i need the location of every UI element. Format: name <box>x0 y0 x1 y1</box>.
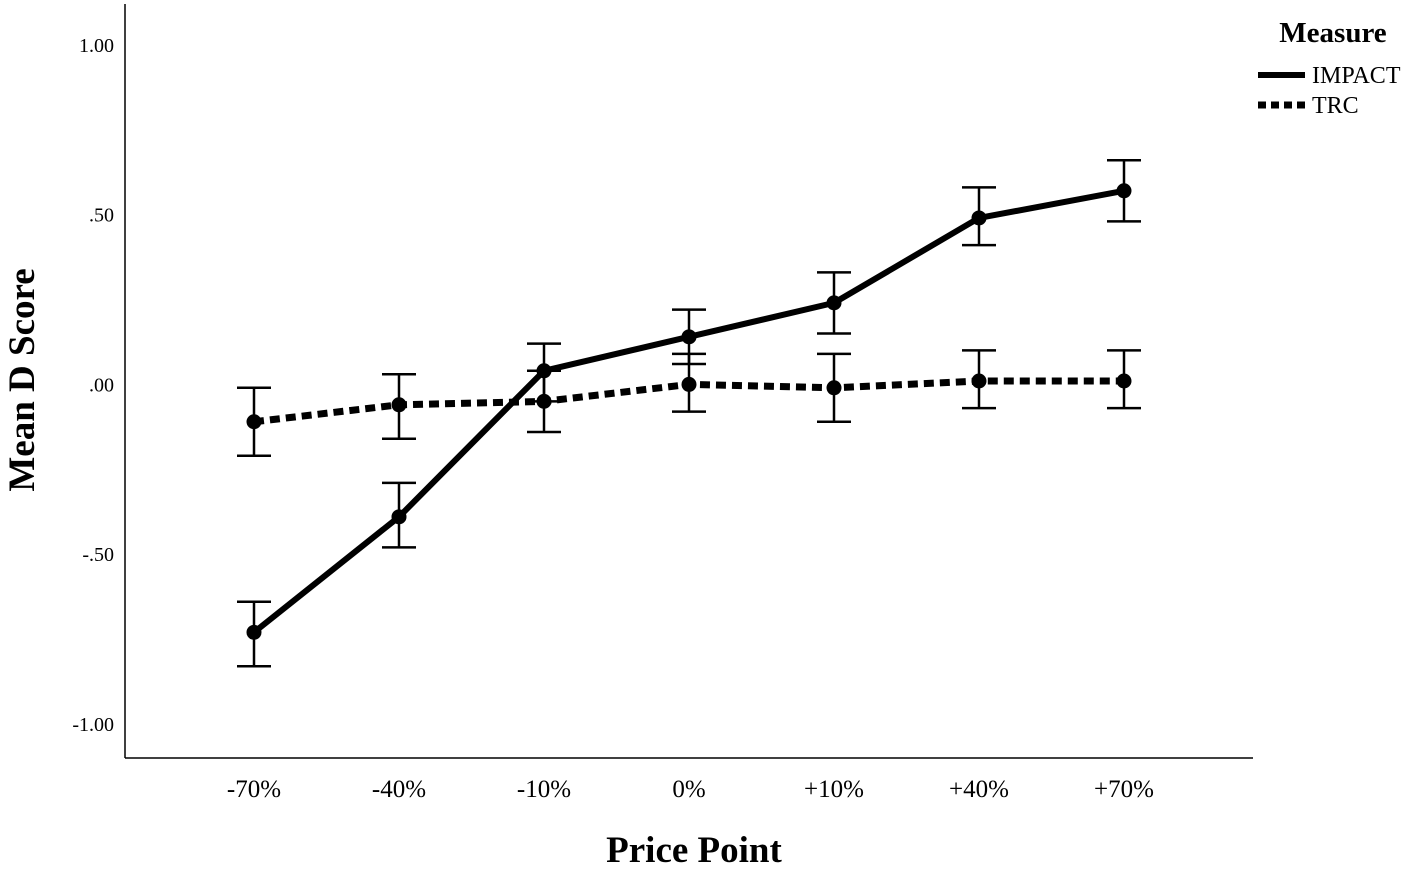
data-point <box>391 509 407 525</box>
y-tick-label: 1.00 <box>79 35 114 57</box>
data-point <box>1116 373 1132 389</box>
x-tick-label: 0% <box>672 776 705 803</box>
x-axis-ticks: -70% -40% -10% 0% +10% +40% +70% <box>227 776 1154 803</box>
data-point <box>536 393 552 409</box>
legend: Measure IMPACT TRC <box>1258 17 1401 119</box>
data-point <box>246 624 262 640</box>
series-layer <box>237 158 1141 668</box>
axes <box>124 4 1253 759</box>
y-tick-label: -.50 <box>82 544 114 566</box>
y-tick-label: .00 <box>89 374 114 396</box>
data-point <box>971 373 987 389</box>
y-axis-ticks: 1.00 .50 .00 -.50 -1.00 <box>72 35 114 736</box>
legend-label: IMPACT <box>1312 63 1401 89</box>
x-tick-label: -10% <box>517 776 571 803</box>
x-tick-label: -70% <box>227 776 281 803</box>
x-tick-label: +10% <box>804 776 864 803</box>
legend-title: Measure <box>1279 17 1387 49</box>
data-point <box>391 397 407 413</box>
data-point <box>246 414 262 430</box>
y-tick-label: .50 <box>89 205 114 227</box>
data-point <box>826 295 842 311</box>
data-point <box>681 376 697 392</box>
y-tick-label: -1.00 <box>72 714 114 736</box>
data-point <box>826 380 842 396</box>
data-point <box>1116 183 1132 199</box>
x-tick-label: +40% <box>949 776 1009 803</box>
legend-label: TRC <box>1312 93 1359 119</box>
y-axis-title: Mean D Score <box>2 268 43 491</box>
data-point <box>971 210 987 226</box>
x-tick-label: +70% <box>1094 776 1154 803</box>
x-axis-title: Price Point <box>606 830 782 871</box>
series-trc <box>237 349 1141 457</box>
x-tick-label: -40% <box>372 776 426 803</box>
series-impact <box>237 158 1141 668</box>
data-point <box>681 329 697 345</box>
